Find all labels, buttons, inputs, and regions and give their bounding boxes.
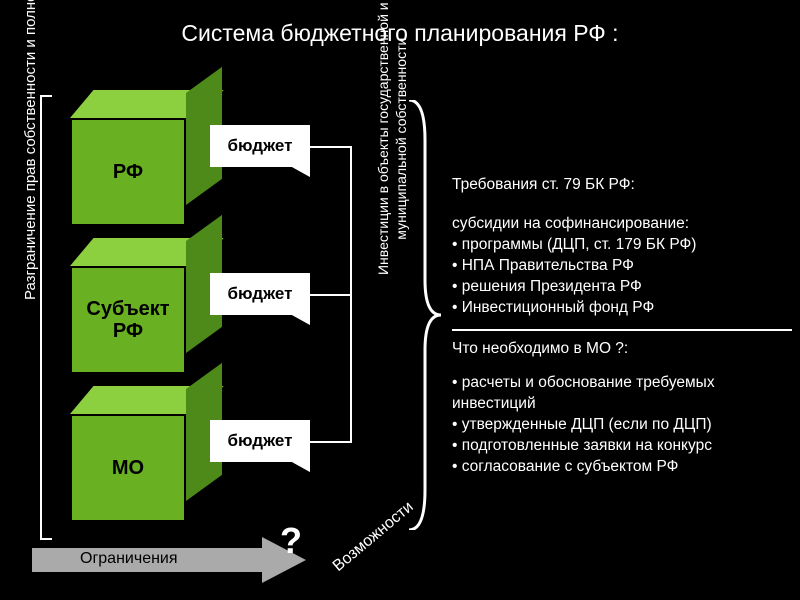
list-item: программы (ДЦП, ст. 179 БК РФ) (452, 235, 792, 256)
cube-front: МО (70, 414, 186, 522)
list-item: Инвестиционный фонд РФ (452, 298, 792, 319)
requirements-title: Требования ст. 79 БК РФ: (452, 175, 792, 196)
note-budget-2: бюджет (210, 273, 310, 315)
left-bracket-bot (40, 538, 52, 540)
connector-h-3 (310, 441, 350, 443)
note-budget-1: бюджет (210, 125, 310, 167)
list-item: решения Президента РФ (452, 277, 792, 298)
question-mark: ? (280, 520, 302, 562)
list-item: согласование с субъектом РФ (452, 457, 792, 478)
left-bracket-top (40, 95, 52, 97)
curly-brace-icon (405, 100, 441, 530)
mo-title: Что необходимо в МО ?: (452, 339, 792, 360)
cube-front: РФ (70, 118, 186, 226)
mo-list: расчеты и обоснование требуемых инвестиц… (452, 373, 792, 478)
list-item: утвержденные ДЦП (если по ДЦП) (452, 415, 792, 436)
left-vertical-label: Разграничение прав собственности и полно… (22, 0, 39, 300)
cube-front: Субъект РФ (70, 266, 186, 374)
right-text-block: Требования ст. 79 БК РФ: субсидии на соф… (452, 175, 792, 478)
list-item: НПА Правительства РФ (452, 256, 792, 277)
subsidies-title: субсидии на софинансирование: (452, 214, 792, 235)
subsidies-list: программы (ДЦП, ст. 179 БК РФ) НПА Прави… (452, 235, 792, 319)
list-item: расчеты и обоснование требуемых инвестиц… (452, 373, 792, 415)
arrow-label: Ограничения (80, 550, 178, 568)
list-item: подготовленные заявки на конкурс (452, 436, 792, 457)
left-bracket-v (40, 95, 42, 540)
connector-h-1 (310, 146, 350, 148)
connector-v (350, 146, 352, 443)
note-budget-3: бюджет (210, 420, 310, 462)
separator (452, 329, 792, 331)
connector-h-2 (310, 294, 350, 296)
